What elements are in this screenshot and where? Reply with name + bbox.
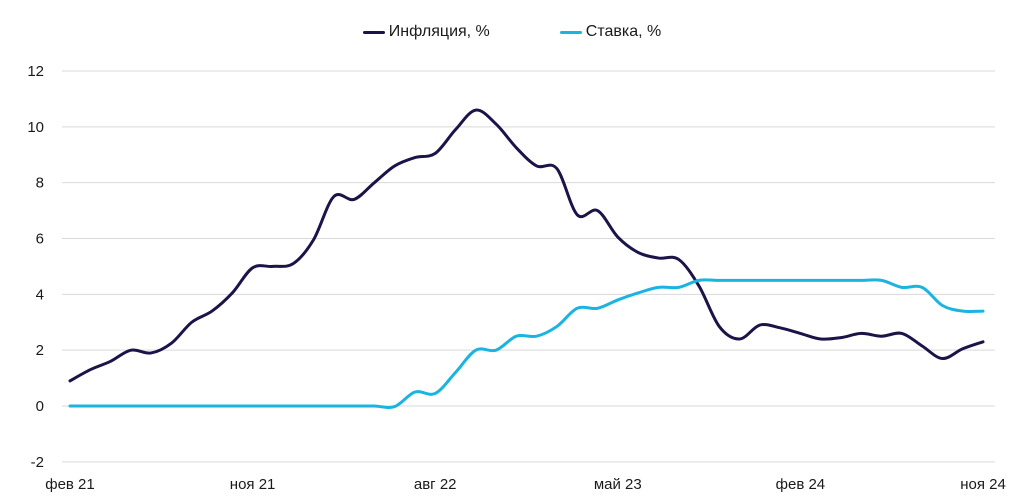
- legend-label-rate: Ставка, %: [585, 23, 662, 40]
- legend-item-rate[interactable]: Ставка, %: [559, 23, 662, 41]
- series-line-rate: [68, 278, 985, 409]
- y-tick-label: 0: [36, 398, 44, 415]
- y-tick-label: 4: [36, 286, 44, 303]
- legend-swatch-inflation: [362, 30, 385, 34]
- y-tick-label: 2: [36, 342, 44, 359]
- y-tick-label: -2: [31, 454, 44, 471]
- legend-item-inflation[interactable]: Инфляция, %: [362, 23, 490, 41]
- x-tick-label: май 23: [594, 476, 642, 493]
- legend-swatch-rate: [559, 30, 582, 34]
- series-line-inflation: [68, 108, 985, 383]
- y-tick-label: 6: [36, 231, 44, 248]
- x-tick-label: ноя 21: [230, 476, 276, 493]
- x-tick-label: фев 21: [45, 476, 95, 493]
- y-tick-label: 10: [27, 119, 44, 136]
- y-tick-label: 8: [36, 175, 44, 192]
- x-tick-label: фев 24: [776, 476, 826, 493]
- legend-label-inflation: Инфляция, %: [388, 23, 490, 40]
- x-tick-label: ноя 24: [960, 476, 1006, 493]
- legend: Инфляция, % Ставка, %: [0, 23, 1024, 41]
- y-tick-label: 12: [27, 63, 44, 80]
- x-tick-label: авг 22: [414, 476, 457, 493]
